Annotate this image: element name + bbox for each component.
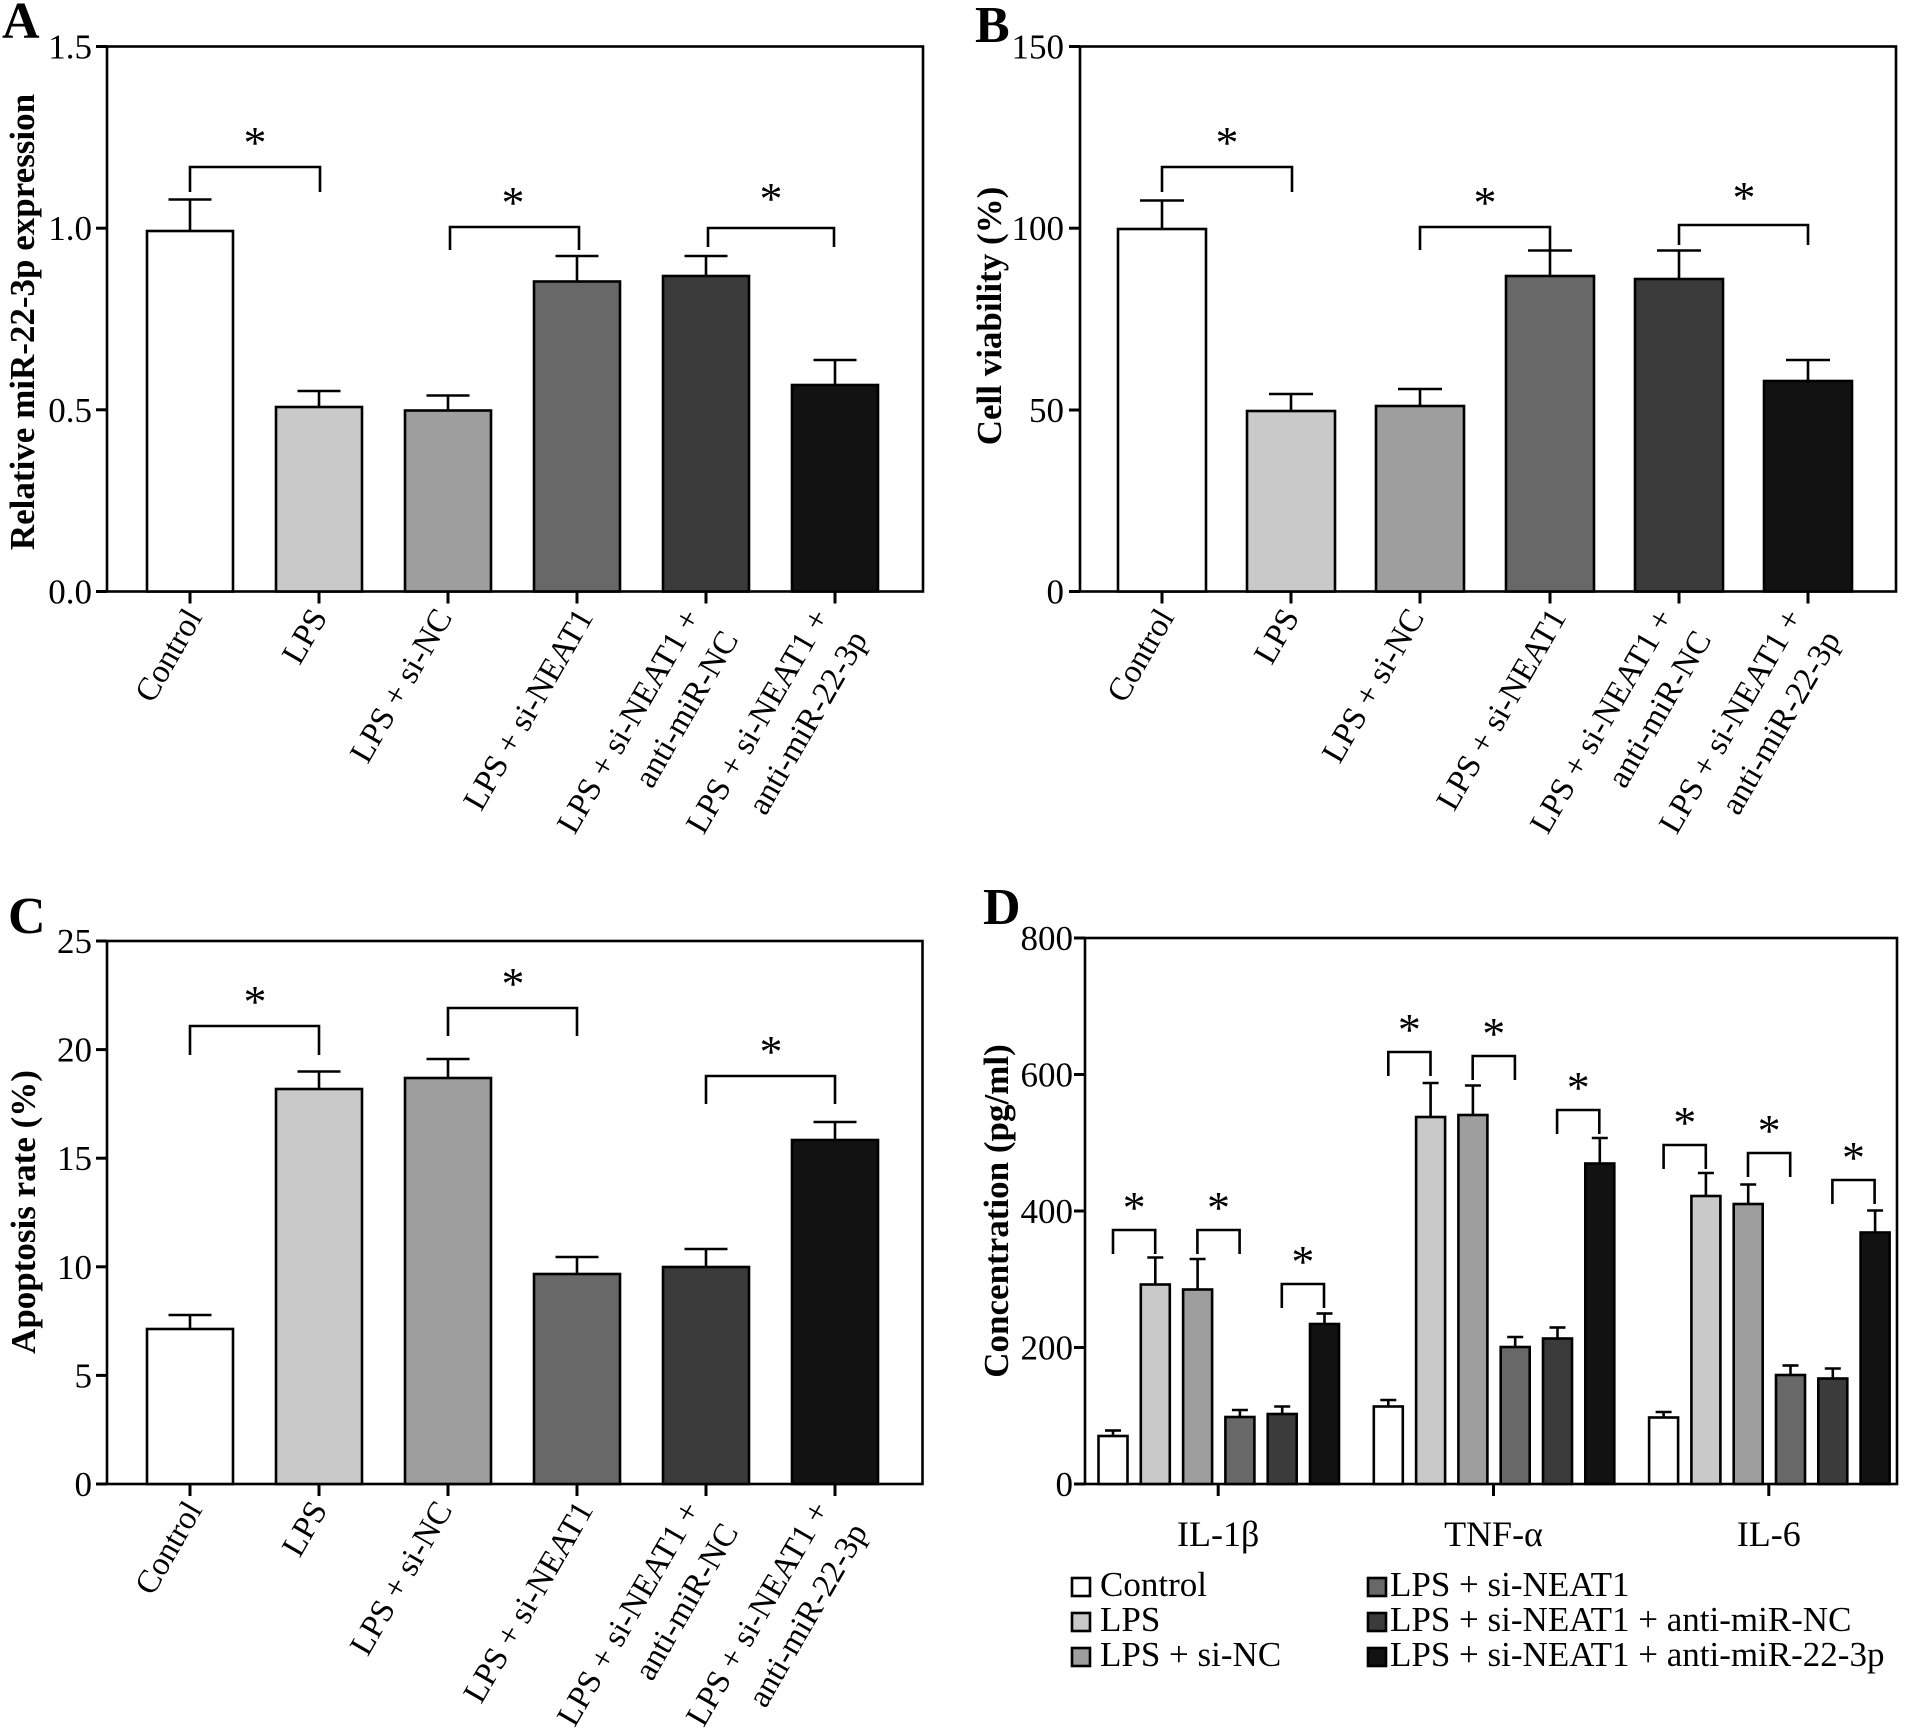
svg-text:LPS + si-NEAT1 + anti-miR-NC: LPS + si-NEAT1 + anti-miR-NC — [1390, 1600, 1851, 1639]
svg-text:0.5: 0.5 — [48, 391, 92, 430]
svg-text:Cell viability (%): Cell viability (%) — [970, 187, 1009, 446]
svg-text:*: * — [1733, 172, 1756, 223]
svg-text:100: 100 — [1012, 209, 1065, 248]
svg-text:Concentration (pg/ml): Concentration (pg/ml) — [977, 1044, 1016, 1377]
svg-text:*: * — [1123, 1182, 1146, 1233]
svg-text:*: * — [244, 976, 267, 1027]
svg-text:LPS + si-NEAT1 + anti-miR-22-3: LPS + si-NEAT1 + anti-miR-22-3p — [1390, 1635, 1884, 1674]
svg-text:*: * — [1398, 1004, 1421, 1055]
svg-text:*: * — [1207, 1182, 1230, 1233]
svg-text:*: * — [502, 177, 525, 228]
svg-text:*: * — [1291, 1236, 1314, 1287]
svg-text:0: 0 — [1056, 1465, 1074, 1504]
svg-text:*: * — [1758, 1105, 1781, 1156]
svg-text:5: 5 — [75, 1356, 93, 1395]
svg-text:*: * — [1673, 1097, 1696, 1148]
svg-text:*: * — [1216, 117, 1239, 168]
svg-text:*: * — [760, 173, 783, 224]
svg-text:TNF-α: TNF-α — [1444, 1514, 1543, 1554]
svg-text:Control: Control — [1100, 1565, 1207, 1604]
svg-text:10: 10 — [57, 1248, 92, 1287]
svg-text:0.0: 0.0 — [48, 573, 92, 612]
svg-text:20: 20 — [57, 1031, 92, 1070]
svg-text:15: 15 — [57, 1139, 92, 1178]
svg-text:*: * — [244, 117, 267, 168]
svg-text:B: B — [975, 0, 1010, 54]
svg-text:*: * — [760, 1026, 783, 1077]
svg-text:0: 0 — [1047, 573, 1065, 612]
svg-text:150: 150 — [1012, 28, 1065, 67]
svg-text:*: * — [1482, 1008, 1505, 1059]
svg-text:800: 800 — [1021, 919, 1074, 958]
svg-text:600: 600 — [1021, 1056, 1074, 1095]
svg-text:25: 25 — [57, 922, 92, 961]
svg-text:LPS + si-NC: LPS + si-NC — [1100, 1635, 1281, 1674]
svg-text:IL-1β: IL-1β — [1177, 1514, 1259, 1554]
svg-text:400: 400 — [1021, 1192, 1074, 1231]
svg-text:200: 200 — [1021, 1329, 1074, 1368]
svg-text:*: * — [1842, 1132, 1865, 1183]
svg-text:*: * — [1567, 1062, 1590, 1113]
svg-text:50: 50 — [1029, 391, 1064, 430]
svg-text:0: 0 — [75, 1465, 93, 1504]
svg-text:LPS + si-NEAT1: LPS + si-NEAT1 — [1390, 1565, 1629, 1604]
svg-text:D: D — [983, 879, 1021, 936]
svg-text:*: * — [1474, 177, 1497, 228]
svg-text:1.5: 1.5 — [48, 28, 92, 67]
svg-text:1.0: 1.0 — [48, 209, 92, 248]
svg-text:LPS: LPS — [1100, 1600, 1160, 1639]
svg-text:A: A — [2, 0, 40, 50]
svg-text:*: * — [502, 958, 525, 1009]
svg-text:Relative miR-22-3p expression: Relative miR-22-3p expression — [3, 94, 42, 550]
svg-text:C: C — [8, 888, 46, 945]
svg-text:Apoptosis rate (%): Apoptosis rate (%) — [4, 1070, 43, 1354]
svg-text:IL-6: IL-6 — [1737, 1514, 1801, 1554]
